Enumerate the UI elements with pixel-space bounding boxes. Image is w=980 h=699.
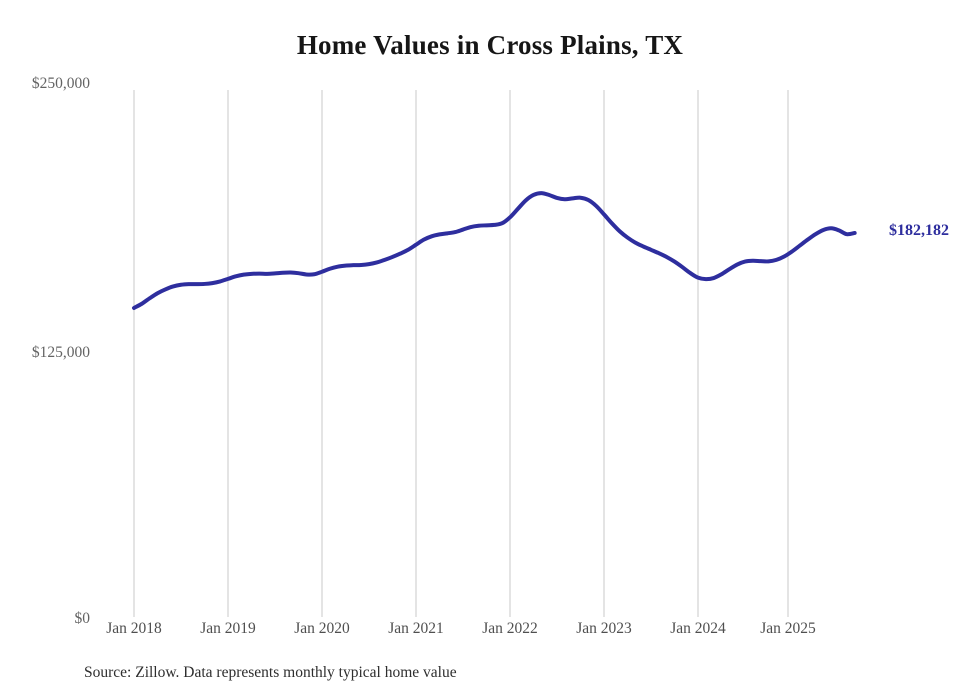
source-note: Source: Zillow. Data represents monthly …: [84, 664, 457, 681]
x-axis-tick-jan-2019: Jan 2019: [200, 620, 256, 637]
value-line-series: [132, 191, 857, 310]
x-axis-tick-jan-2024: Jan 2024: [670, 620, 726, 637]
x-axis-tick-jan-2023: Jan 2023: [576, 620, 632, 637]
y-axis-tick-125000: $125,000: [31, 344, 90, 361]
x-axis-tick-jan-2021: Jan 2021: [388, 620, 444, 637]
chart-title: Home Values in Cross Plains, TX: [296, 30, 684, 60]
x-axis-tick-jan-2018: Jan 2018: [106, 620, 162, 637]
y-axis-tick-0: $0: [74, 610, 91, 627]
y-axis-tick-250000: $250,000: [31, 75, 90, 92]
end-value-label: $182,182: [889, 221, 949, 239]
x-axis-tick-jan-2025: Jan 2025: [760, 620, 816, 637]
x-axis-tick-jan-2022: Jan 2022: [482, 620, 538, 637]
gridlines: [133, 90, 789, 617]
x-axis-tick-jan-2020: Jan 2020: [294, 620, 350, 637]
